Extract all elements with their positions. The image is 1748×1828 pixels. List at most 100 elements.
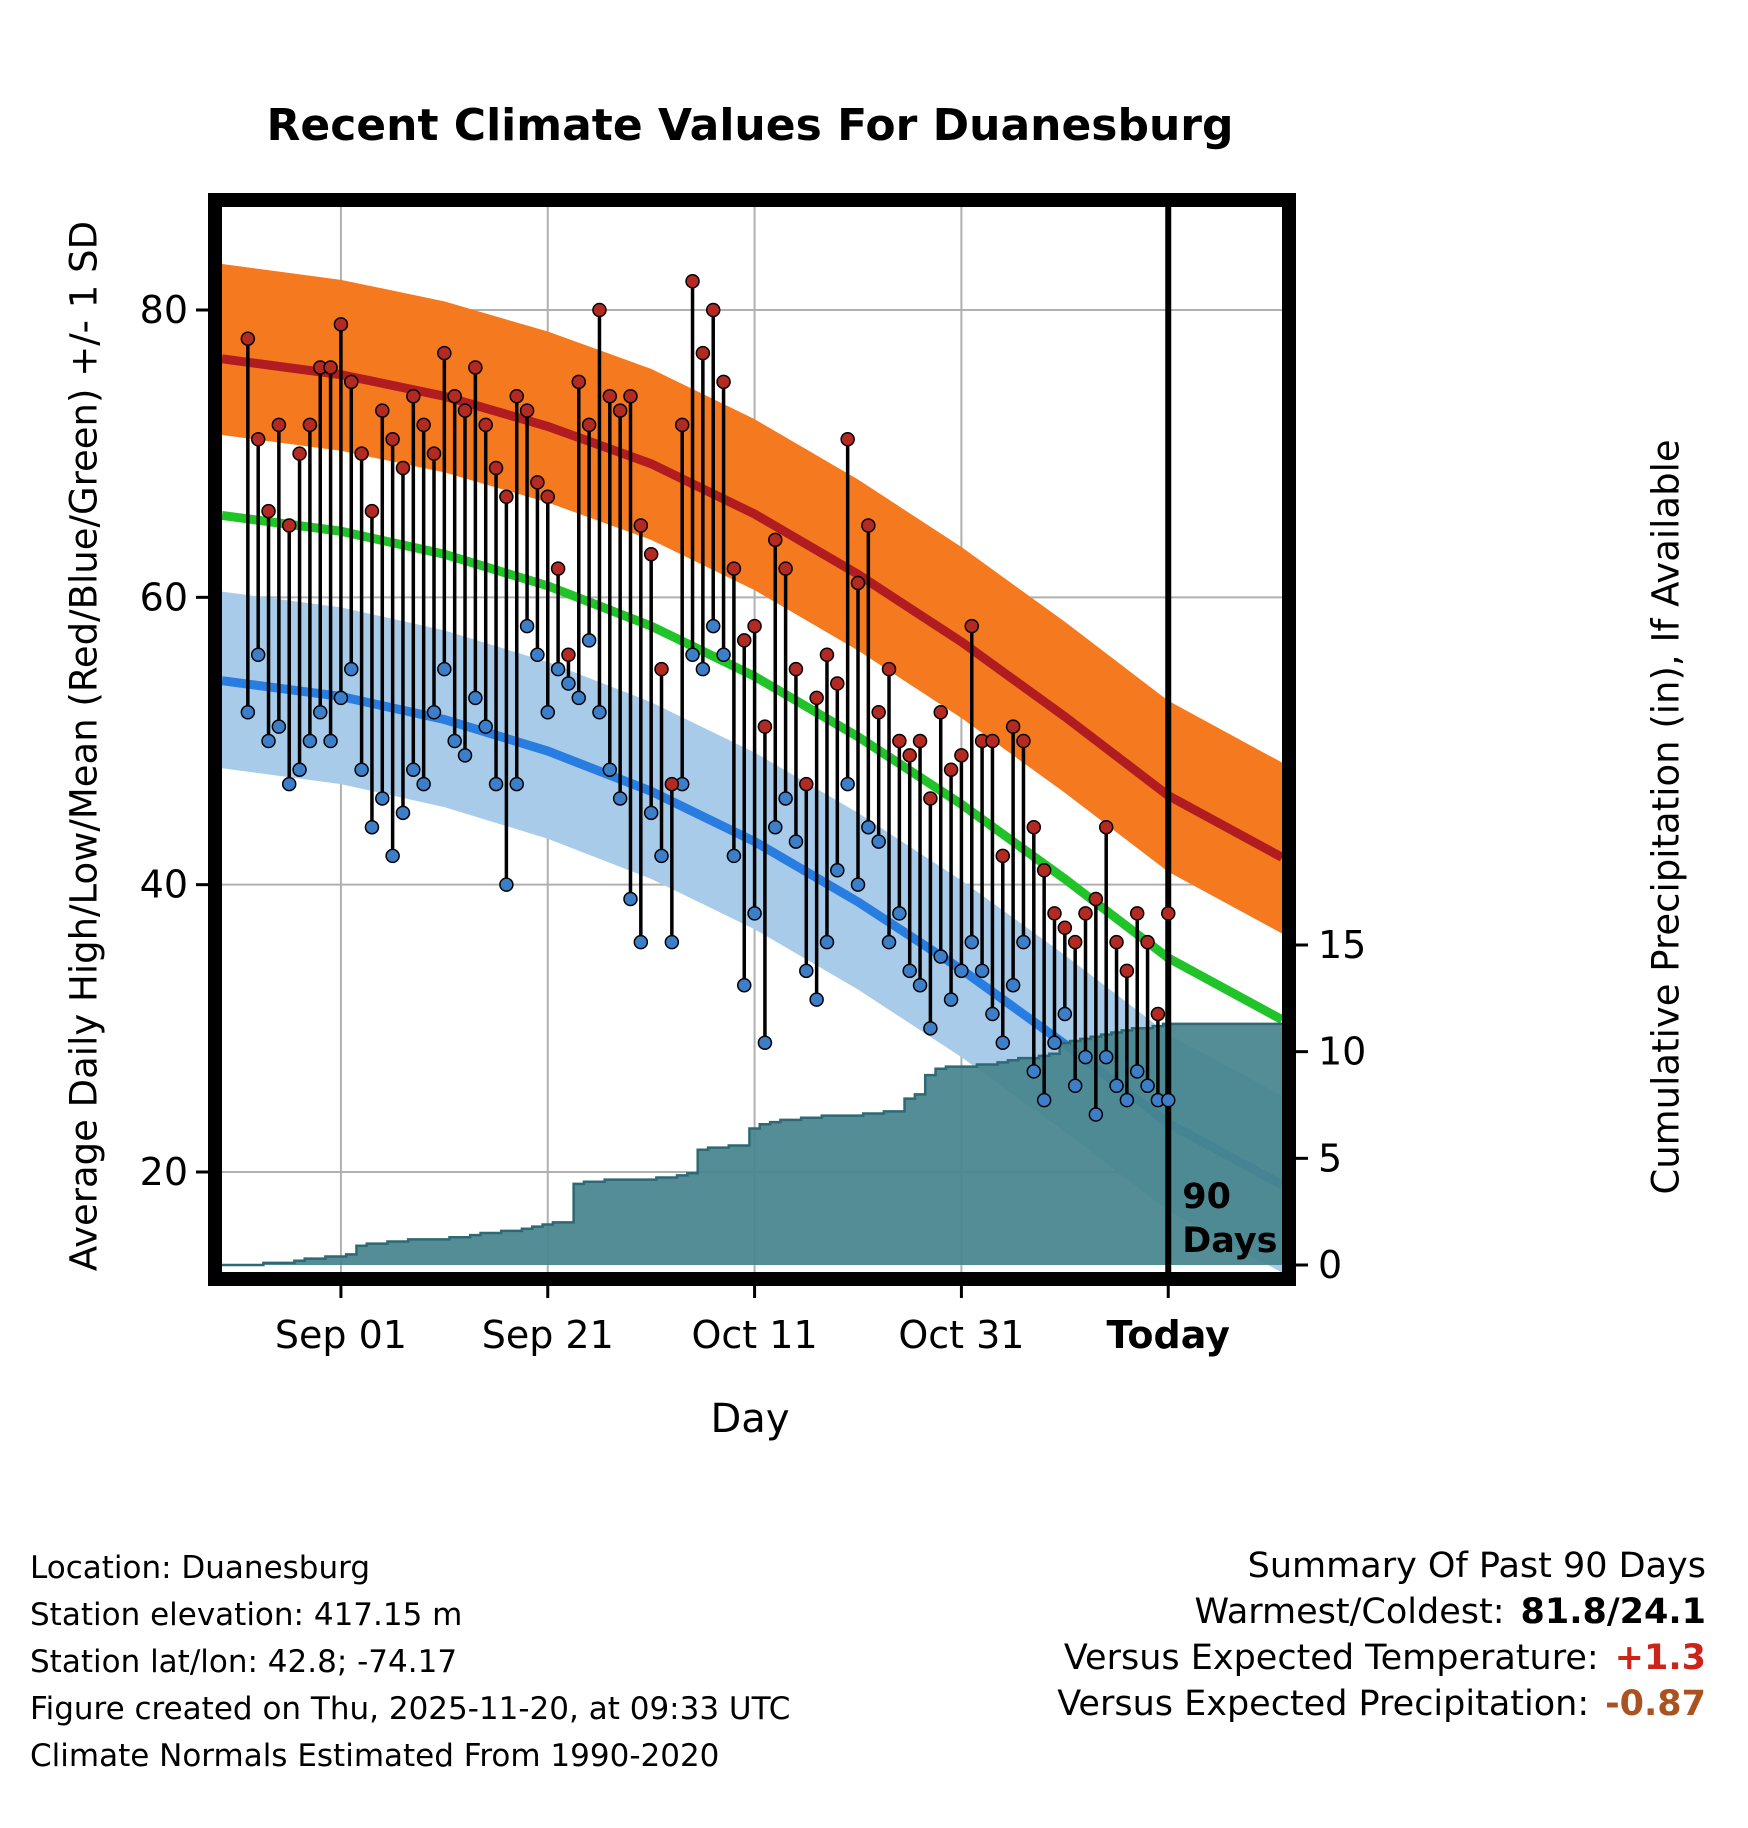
high-dot — [302, 417, 318, 433]
low-dot — [799, 963, 814, 979]
low-dot — [974, 963, 990, 979]
low-dot — [447, 733, 462, 749]
high-dot — [561, 647, 576, 663]
low-dot — [633, 934, 649, 950]
low-dot — [705, 618, 721, 634]
high-dot — [447, 388, 462, 404]
low-dot — [1016, 934, 1031, 950]
low-dot — [581, 633, 597, 648]
high-dot — [1067, 934, 1083, 950]
low-dot — [695, 661, 711, 677]
low-dot — [602, 762, 618, 777]
low-dot — [540, 705, 556, 720]
normals-source: Climate Normals Estimated From 1990-2020 — [30, 1738, 720, 1774]
low-dot — [830, 863, 845, 878]
low-dot — [509, 776, 524, 792]
low-dot — [468, 690, 483, 706]
high-dot — [519, 403, 535, 418]
low-dot — [747, 906, 762, 921]
high-dot — [478, 417, 493, 433]
low-dot — [664, 934, 680, 950]
low-dot — [281, 776, 297, 792]
right-tick-label: 0 — [1318, 1243, 1342, 1287]
high-dot — [1129, 906, 1145, 921]
low-dot — [1067, 1078, 1083, 1094]
high-dot — [1026, 819, 1042, 835]
low-dot — [312, 705, 328, 720]
low-dot — [488, 776, 504, 792]
low-dot — [726, 848, 742, 864]
low-dot — [333, 690, 349, 706]
high-dot — [281, 518, 297, 533]
high-dot — [912, 733, 928, 749]
high-dot — [292, 446, 307, 461]
low-dot — [344, 661, 359, 677]
low-dot — [736, 977, 752, 993]
high-dot — [1098, 819, 1114, 835]
high-dot — [571, 374, 587, 390]
high-dot — [592, 302, 607, 318]
low-dot — [954, 963, 969, 979]
low-dot — [302, 733, 318, 749]
normal-high-line — [221, 354, 1285, 862]
low-dot — [261, 733, 276, 749]
high-dot — [664, 776, 680, 792]
ninety-days-label-line2: Days — [1182, 1221, 1277, 1261]
high-dot — [819, 647, 835, 663]
low-dot — [395, 805, 411, 821]
low-dot — [1129, 1064, 1145, 1079]
summary-row-label: Versus Expected Temperature: — [1063, 1638, 1599, 1678]
high-dot — [344, 374, 359, 390]
low-dot — [685, 647, 700, 663]
low-dot — [426, 705, 442, 720]
high-dot — [1088, 891, 1104, 907]
high-dot — [840, 432, 855, 447]
x-tick-label: Sep 01 — [275, 1313, 407, 1357]
low-dot — [912, 977, 928, 993]
high-dot — [1119, 963, 1135, 979]
ninety-days-label-line1: 90 — [1182, 1177, 1231, 1217]
station-info: Location: Duanesburg Station elevation: … — [30, 1545, 790, 1780]
left-axis-label: Average Daily High/Low/Mean (Red/Blue/Gr… — [62, 220, 106, 1272]
left-tick-label: 60 — [140, 575, 188, 619]
summary-row-label: Warmest/Coldest: — [1194, 1592, 1505, 1632]
low-dot — [1005, 977, 1021, 993]
high-dot — [602, 388, 618, 404]
high-dot — [1005, 719, 1021, 734]
high-dot — [892, 733, 907, 749]
high-dot — [385, 432, 400, 447]
high-dot — [1036, 863, 1052, 878]
low-dot — [478, 719, 493, 734]
high-dot — [902, 748, 917, 763]
low-dot — [943, 992, 959, 1007]
low-dot — [809, 992, 824, 1007]
high-dot — [1109, 934, 1124, 950]
high-dot — [406, 388, 421, 404]
high-dot — [581, 417, 597, 433]
low-dot — [1036, 1092, 1052, 1108]
low-dot — [654, 848, 669, 864]
high-dot — [612, 403, 628, 418]
high-dot — [1150, 1006, 1166, 1022]
high-dot — [550, 561, 566, 576]
low-dot — [861, 819, 876, 835]
low-dot — [499, 877, 514, 892]
low-dot — [1160, 1092, 1176, 1108]
high-dot — [364, 503, 380, 519]
high-dot — [705, 302, 721, 318]
high-dot — [375, 403, 390, 418]
low-dot — [716, 647, 731, 663]
high-dot — [933, 705, 948, 720]
high-dot — [881, 661, 897, 677]
high-dot — [923, 791, 938, 806]
x-axis-label: Day — [710, 1396, 790, 1442]
left-tick-label: 20 — [140, 1150, 188, 1194]
high-dot — [1047, 906, 1062, 921]
high-dot — [788, 661, 804, 677]
low-dot — [437, 661, 452, 677]
high-dot — [778, 561, 793, 576]
high-dot — [1057, 920, 1073, 936]
high-dot — [540, 489, 556, 505]
high-dot — [499, 489, 514, 505]
